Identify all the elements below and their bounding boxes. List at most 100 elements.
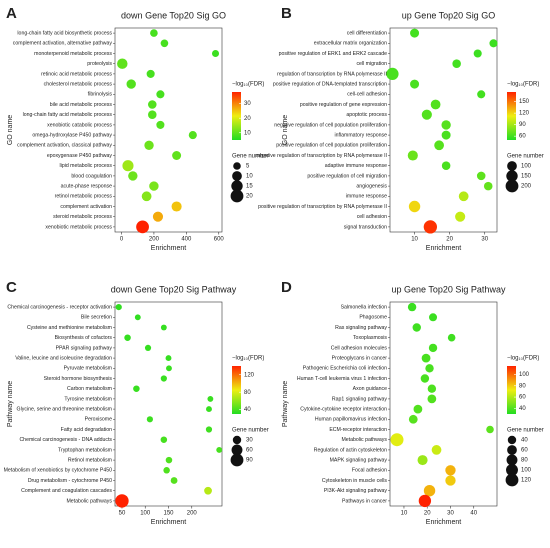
bubble	[146, 416, 153, 423]
bubble	[434, 140, 444, 151]
y-tick-label: cell migration	[356, 61, 387, 67]
bubble	[211, 49, 220, 58]
bubble	[386, 67, 399, 81]
colorbar-tick-label: 10	[244, 130, 251, 136]
y-tick-label: retinoic acid metabolic process	[41, 71, 112, 77]
bubble	[170, 477, 178, 484]
x-tick-label: 100	[140, 511, 151, 517]
colorbar-tick-label: 120	[519, 111, 530, 117]
bubble	[165, 355, 172, 362]
x-axis-label: Enrichment	[426, 245, 461, 252]
y-tick-label: Peroxisome	[85, 417, 113, 423]
size-legend-label: 40	[521, 438, 528, 444]
bubble	[172, 151, 182, 160]
y-tick-label: complement activation	[60, 204, 112, 210]
size-legend-marker	[506, 454, 518, 466]
y-axis-label: GO name	[282, 115, 289, 145]
size-legend-marker	[230, 453, 244, 467]
bubble	[429, 313, 438, 322]
bubble	[418, 494, 432, 508]
colorbar-tick-label: 60	[519, 134, 526, 140]
bubble	[156, 90, 165, 99]
x-tick-label: 40	[470, 511, 477, 517]
y-axis-label: GO name	[7, 115, 14, 145]
bubble	[410, 28, 420, 38]
size-legend-label: 150	[521, 174, 532, 180]
colorbar-tick-label: 120	[244, 372, 255, 378]
colorbar-title: −log₁₀(FDR)	[232, 356, 264, 362]
colorbar-tick-label: 40	[519, 406, 526, 412]
bubble	[445, 465, 456, 476]
colorbar-tick-label: 80	[244, 390, 251, 396]
y-tick-label: inflammatory response	[335, 132, 388, 138]
y-tick-label: PI3K-Akt signaling pathway	[324, 488, 388, 494]
size-legend-label: 5	[246, 164, 250, 170]
x-tick-label: 0	[120, 237, 124, 243]
size-legend-title: Gene number	[507, 428, 544, 434]
y-tick-label: PPAR signaling pathway	[56, 345, 113, 351]
colorbar-title: −log₁₀(FDR)	[507, 82, 539, 88]
bubble	[160, 436, 168, 443]
bubble	[148, 100, 157, 109]
bubble	[115, 304, 122, 311]
panel-label: A	[6, 5, 17, 22]
bubble	[144, 344, 152, 351]
y-tick-label: Retinol metabolism	[68, 457, 112, 463]
size-legend-title: Gene number	[232, 428, 269, 434]
chart-title: up Gene Top20 Sig GO	[402, 10, 495, 20]
y-tick-label: Axon guidance	[353, 386, 387, 392]
bubble	[188, 131, 197, 140]
bubble	[473, 49, 482, 58]
plot-area	[389, 27, 498, 233]
y-tick-label: immune response	[346, 194, 387, 200]
y-tick-label: Toxoplasmosis	[353, 335, 387, 341]
y-tick-label: negative regulation of transcription by …	[256, 153, 387, 159]
y-tick-label: long-chain fatty acid metabolic process	[23, 112, 113, 118]
size-legend-label: 100	[521, 164, 532, 170]
bubble	[144, 140, 154, 150]
y-tick-label: Carbon metabolism	[67, 386, 112, 392]
colorbar-tick-label: 80	[519, 383, 526, 389]
bubble	[204, 486, 212, 495]
bubble	[207, 395, 214, 402]
x-axis-label: Enrichment	[151, 245, 186, 252]
y-tick-label: regulation of transcription by RNA polym…	[277, 71, 387, 77]
y-tick-label: positive regulation of transcription by …	[258, 204, 387, 210]
size-legend-marker	[507, 435, 517, 445]
y-tick-label: Ras signaling pathway	[335, 325, 387, 331]
size-legend-label: 60	[246, 448, 253, 454]
colorbar-tick-label: 60	[519, 395, 526, 401]
y-tick-label: Cysteine and methionine metabolism	[27, 325, 112, 331]
bubble	[421, 353, 431, 363]
bubble	[441, 120, 451, 130]
colorbar-tick-label: 150	[519, 99, 530, 105]
size-legend-marker	[231, 444, 243, 456]
y-tick-label: negative regulation of cell population p…	[274, 122, 387, 128]
y-tick-label: complement activation, classical pathway	[17, 143, 112, 149]
y-tick-label: epoxygenase P450 pathway	[47, 153, 113, 159]
bubble	[441, 161, 451, 170]
colorbar-tick-label: 20	[244, 116, 251, 122]
plot-area	[114, 27, 223, 233]
x-tick-label: 10	[401, 511, 408, 517]
bubble	[413, 404, 423, 414]
bubble	[117, 58, 128, 69]
x-tick-label: 200	[149, 237, 160, 243]
bubble	[206, 406, 212, 413]
y-tick-label: xenobiotic metabolic process	[45, 224, 112, 230]
y-tick-label: Phagosome	[359, 315, 387, 321]
y-tick-label: long-chain fatty acid biosynthetic proce…	[17, 30, 112, 36]
bubble	[216, 446, 223, 453]
bubble	[477, 90, 486, 99]
bubble	[423, 484, 436, 497]
size-legend-label: 10	[246, 174, 253, 180]
x-axis-label: Enrichment	[151, 519, 186, 526]
x-tick-label: 200	[187, 511, 198, 517]
y-tick-label: Complement and coagulation cascades	[21, 488, 112, 494]
x-tick-label: 150	[163, 511, 174, 517]
bubble	[417, 455, 428, 466]
bubble	[115, 494, 129, 508]
y-tick-label: cell adhesion	[357, 214, 387, 220]
size-legend-marker	[231, 180, 243, 192]
